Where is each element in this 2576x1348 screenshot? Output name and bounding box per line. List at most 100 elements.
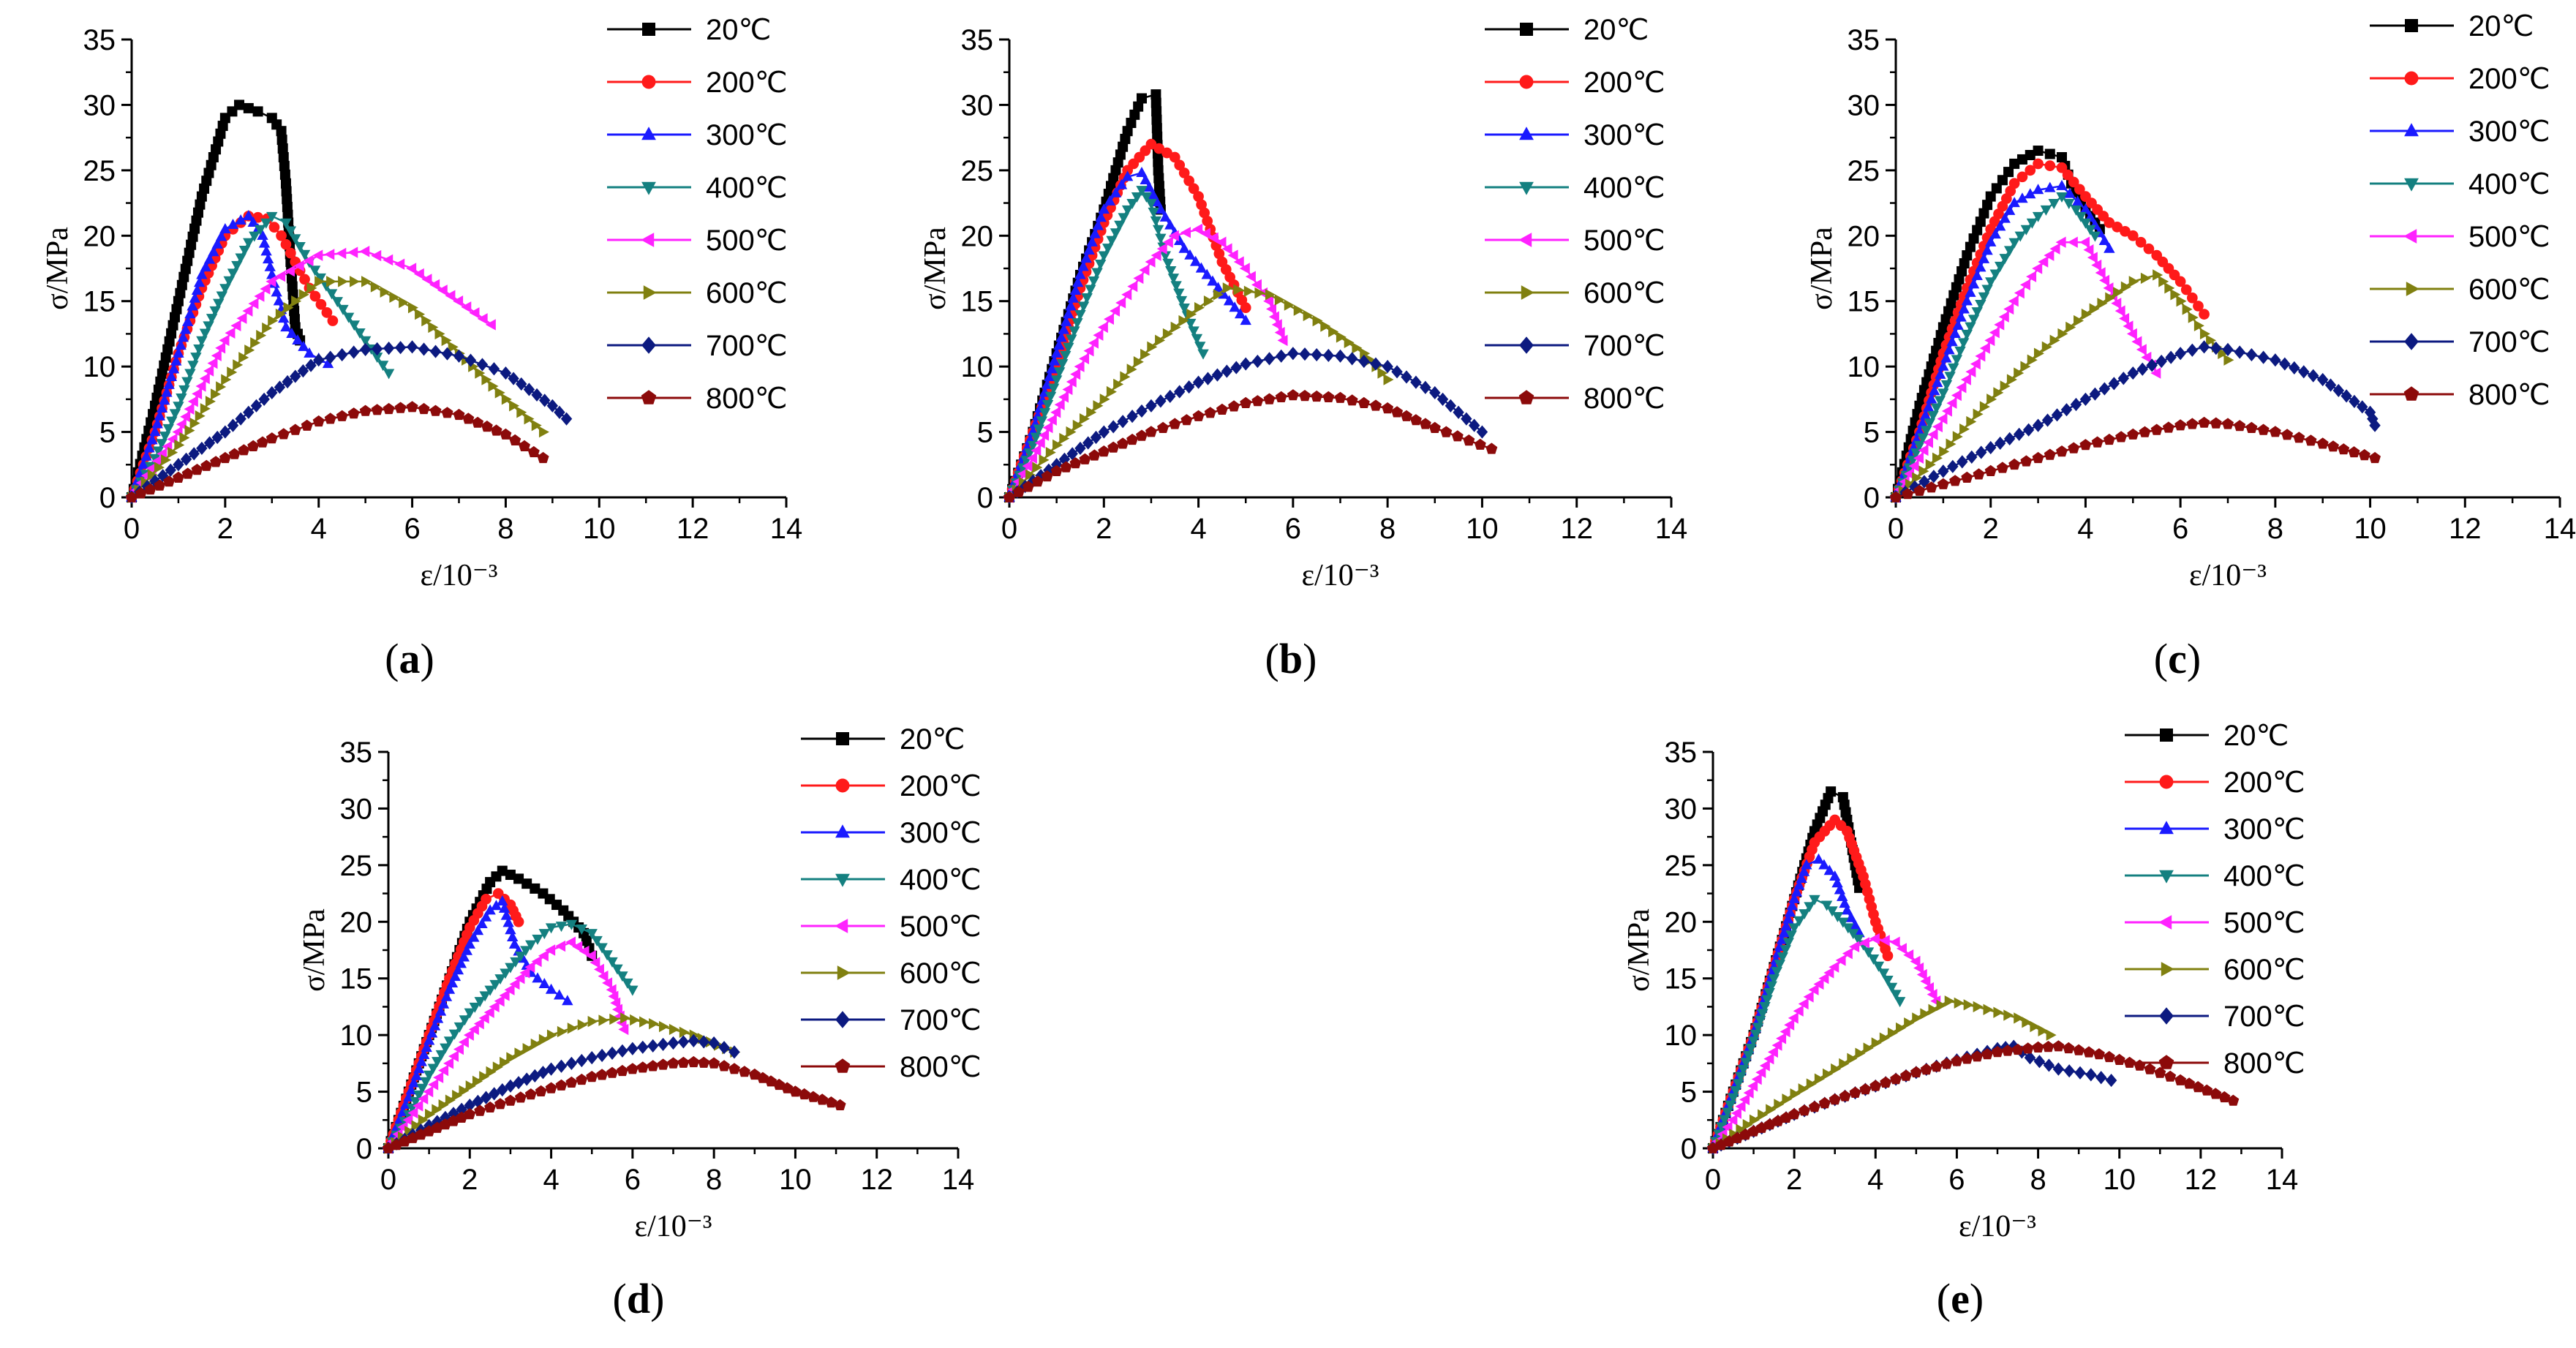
data-point: [2210, 1088, 2222, 1099]
data-point: [1979, 401, 1990, 413]
data-point: [2136, 362, 2148, 376]
data-point: [598, 970, 609, 982]
x-tick-label: 4: [2077, 513, 2093, 545]
data-point: [1796, 873, 1807, 884]
legend-label: 300℃: [1583, 119, 1665, 151]
data-point: [2063, 1064, 2075, 1078]
x-tick-label: 12: [1560, 513, 1593, 545]
data-point: [1151, 114, 1162, 125]
data-point: [1920, 1008, 1931, 1020]
data-point: [2089, 387, 2101, 401]
data-point: [1058, 452, 1071, 466]
data-point: [1370, 357, 1382, 371]
data-point: [2033, 1055, 2046, 1069]
data-point: [192, 388, 203, 400]
data-point: [248, 298, 259, 309]
data-point: [1749, 1114, 1760, 1126]
data-point: [178, 385, 190, 396]
data-point: [2174, 1074, 2187, 1085]
data-point: [1110, 228, 1122, 239]
data-point: [510, 957, 521, 968]
data-point: [1098, 251, 1110, 262]
data-point: [1960, 374, 1971, 385]
data-point: [1842, 923, 1854, 934]
data-point: [432, 1057, 443, 1068]
data-point: [1334, 391, 1347, 403]
legend-marker: [641, 127, 656, 140]
data-point: [1826, 786, 1837, 797]
data-point: [1837, 917, 1849, 928]
data-point: [254, 290, 265, 302]
data-point: [1133, 356, 1144, 368]
data-point: [2257, 350, 2270, 364]
data-point: [1311, 390, 1323, 402]
data-point: [271, 286, 282, 297]
data-point: [1886, 982, 1898, 993]
data-point: [453, 408, 465, 421]
data-point: [383, 342, 395, 355]
data-point: [2105, 292, 2116, 304]
data-point: [1930, 403, 1943, 414]
data-point: [1959, 258, 1970, 269]
data-point: [1207, 275, 1219, 286]
data-point: [290, 234, 301, 245]
data-point: [1774, 1099, 1785, 1110]
y-tick-label: 35: [340, 737, 373, 769]
data-point: [1145, 256, 1156, 268]
legend-marker: [642, 23, 655, 36]
data-point: [195, 410, 206, 422]
data-point: [181, 377, 193, 388]
data-point: [243, 210, 255, 221]
data-point: [1842, 947, 1853, 960]
data-point: [2139, 426, 2151, 437]
data-point: [2079, 236, 2090, 248]
data-point: [1971, 307, 1983, 318]
data-point: [630, 1014, 641, 1026]
x-tick-label: 12: [860, 1164, 893, 1196]
data-point: [1088, 276, 1100, 287]
data-point: [298, 340, 309, 351]
data-point: [266, 268, 278, 279]
legend-marker: [1519, 127, 1534, 140]
data-point: [324, 249, 335, 260]
data-point: [2083, 1046, 2095, 1058]
data-point: [1312, 315, 1323, 327]
y-tick-label: 25: [83, 155, 116, 187]
data-point: [299, 274, 310, 285]
data-point: [1094, 260, 1107, 271]
y-axis-label: σ/MPa: [41, 227, 75, 310]
data-point: [2097, 297, 2108, 309]
data-point: [421, 1042, 432, 1053]
data-point: [538, 1033, 549, 1046]
legend-marker: [2159, 1007, 2174, 1025]
data-point: [242, 305, 253, 317]
data-point: [472, 416, 484, 428]
data-point: [1145, 138, 1157, 150]
data-point: [156, 402, 168, 413]
data-point: [167, 363, 180, 374]
data-point: [181, 467, 194, 479]
data-point: [1227, 249, 1238, 261]
y-tick-label: 0: [356, 1133, 372, 1165]
data-point: [167, 320, 178, 331]
data-point: [1966, 450, 1978, 464]
data-point: [1189, 255, 1202, 266]
data-point: [260, 218, 272, 229]
data-point: [1045, 446, 1056, 459]
data-point: [601, 950, 613, 961]
data-point: [1081, 293, 1093, 304]
data-point: [608, 990, 619, 1002]
data-point: [1984, 464, 1997, 476]
data-point: [437, 998, 450, 1009]
data-point: [227, 418, 239, 432]
data-point: [180, 411, 191, 423]
data-point: [2052, 1040, 2065, 1052]
legend-marker: [2403, 229, 2417, 244]
data-point: [468, 1023, 479, 1036]
legend-label: 200℃: [2223, 767, 2305, 799]
data-point: [434, 328, 445, 340]
data-point: [399, 1135, 411, 1147]
data-point: [1153, 165, 1164, 176]
data-point: [309, 266, 321, 276]
data-point: [1044, 371, 1055, 382]
